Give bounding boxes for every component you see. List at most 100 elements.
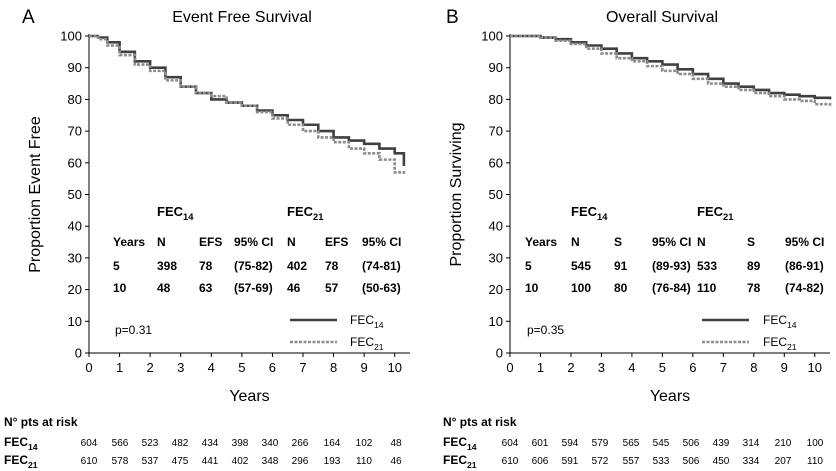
table-cell: (74-82) bbox=[785, 281, 824, 295]
risk-value: 606 bbox=[532, 456, 549, 467]
legend-entry-sub: 14 bbox=[787, 320, 797, 330]
risk-value: 100 bbox=[807, 438, 824, 449]
y-tick-label: 100 bbox=[60, 29, 82, 44]
risk-value: 565 bbox=[623, 438, 640, 449]
table-group1-header: FEC14 bbox=[157, 204, 194, 222]
risk-value: 578 bbox=[112, 456, 129, 467]
x-tick-label: 6 bbox=[689, 360, 696, 375]
risk-value: 193 bbox=[324, 456, 341, 467]
legend-entry: FEC14 bbox=[763, 313, 797, 330]
table-cell: 78 bbox=[747, 281, 761, 295]
risk-value: 594 bbox=[562, 438, 579, 449]
y-tick-label: 0 bbox=[75, 346, 82, 361]
y-tick-label: 90 bbox=[68, 60, 82, 75]
y-tick-label: 10 bbox=[68, 314, 82, 329]
legend-entry: FEC21 bbox=[763, 335, 797, 352]
x-tick-label: 7 bbox=[299, 360, 306, 375]
table-cell: 100 bbox=[571, 281, 591, 295]
table-cell: (89-93) bbox=[652, 259, 691, 273]
series-line-fec21 bbox=[89, 34, 406, 174]
x-tick-label: 6 bbox=[269, 360, 276, 375]
table-group1-header-sub: 14 bbox=[183, 212, 194, 222]
risk-value: 439 bbox=[713, 438, 730, 449]
risk-row-label: FEC14 bbox=[4, 435, 38, 452]
panel-letter: A bbox=[22, 7, 35, 28]
x-tick-label: 5 bbox=[659, 360, 666, 375]
y-tick-label: 0 bbox=[496, 346, 503, 361]
table-group2-header-sub: 21 bbox=[313, 212, 323, 222]
table-cell: (74-81) bbox=[362, 259, 401, 273]
table-cell: 10 bbox=[525, 281, 539, 295]
x-tick-label: 4 bbox=[208, 360, 215, 375]
y-tick-label: 70 bbox=[489, 124, 503, 139]
risk-row-label: FEC21 bbox=[4, 453, 38, 470]
y-tick-label: 50 bbox=[489, 187, 503, 202]
series-line-fec14 bbox=[510, 34, 832, 100]
y-tick-label: 50 bbox=[68, 187, 82, 202]
table-col-header: S bbox=[614, 235, 622, 249]
table-cell: (75-82) bbox=[234, 259, 273, 273]
risk-row-label-sub: 21 bbox=[467, 460, 477, 470]
risk-value: 591 bbox=[562, 456, 579, 467]
x-tick-label: 8 bbox=[330, 360, 337, 375]
y-tick-label: 100 bbox=[481, 29, 503, 44]
y-tick-label: 60 bbox=[489, 155, 503, 170]
risk-value: 296 bbox=[292, 456, 309, 467]
risk-value: 207 bbox=[775, 456, 792, 467]
table-col-header: Years bbox=[525, 235, 557, 249]
table-cell: (50-63) bbox=[362, 281, 401, 295]
risk-value: 164 bbox=[324, 438, 341, 449]
risk-row-label: FEC21 bbox=[443, 453, 477, 470]
risk-value: 434 bbox=[202, 438, 219, 449]
panel-a: A Event Free Survival01020304050607080901… bbox=[4, 7, 410, 470]
risk-value: 340 bbox=[262, 438, 279, 449]
table-cell: 89 bbox=[747, 259, 761, 273]
risk-value: 102 bbox=[356, 438, 373, 449]
risk-value: 266 bbox=[292, 438, 309, 449]
risk-value: 545 bbox=[653, 438, 670, 449]
series-line-fec21 bbox=[510, 34, 832, 106]
x-tick-label: 0 bbox=[85, 360, 92, 375]
y-tick-label: 40 bbox=[489, 219, 503, 234]
legend-entry: FEC21 bbox=[350, 335, 384, 352]
table-col-header: N bbox=[571, 235, 580, 249]
risk-value: 210 bbox=[775, 438, 792, 449]
risk-row-label-main: FEC bbox=[443, 435, 467, 449]
x-tick-label: 10 bbox=[387, 360, 401, 375]
x-tick-label: 3 bbox=[598, 360, 605, 375]
risk-value: 398 bbox=[232, 438, 249, 449]
risk-value: 48 bbox=[390, 438, 402, 449]
risk-value: 110 bbox=[356, 456, 372, 467]
table-cell: 398 bbox=[157, 259, 177, 273]
risk-value: 601 bbox=[532, 438, 549, 449]
table-group1-header-main: FEC bbox=[157, 204, 184, 219]
risk-value: 450 bbox=[713, 456, 730, 467]
table-cell: 48 bbox=[157, 281, 171, 295]
table-col-header: 95% CI bbox=[652, 235, 691, 249]
table-col-header: Years bbox=[113, 235, 145, 249]
p-value: p=0.31 bbox=[115, 323, 152, 337]
x-tick-label: 9 bbox=[361, 360, 368, 375]
risk-value: 506 bbox=[683, 456, 700, 467]
y-tick-label: 40 bbox=[68, 219, 82, 234]
x-tick-label: 10 bbox=[808, 360, 822, 375]
table-col-header: N bbox=[697, 235, 706, 249]
table-cell: 78 bbox=[199, 259, 213, 273]
y-tick-label: 80 bbox=[68, 92, 82, 107]
risk-row-label-main: FEC bbox=[443, 453, 467, 467]
table-col-header: S bbox=[747, 235, 755, 249]
x-axis-label: Years bbox=[229, 388, 269, 405]
table-cell: 110 bbox=[697, 281, 717, 295]
x-tick-label: 5 bbox=[238, 360, 245, 375]
risk-value: 348 bbox=[262, 456, 279, 467]
table-cell: 91 bbox=[614, 259, 628, 273]
x-tick-label: 2 bbox=[567, 360, 574, 375]
risk-value: 441 bbox=[202, 456, 219, 467]
x-tick-label: 0 bbox=[506, 360, 513, 375]
legend-entry-main: FEC bbox=[763, 313, 787, 327]
risk-value: 566 bbox=[112, 438, 129, 449]
y-tick-label: 60 bbox=[68, 155, 82, 170]
x-tick-label: 9 bbox=[781, 360, 788, 375]
risk-value: 610 bbox=[502, 456, 519, 467]
